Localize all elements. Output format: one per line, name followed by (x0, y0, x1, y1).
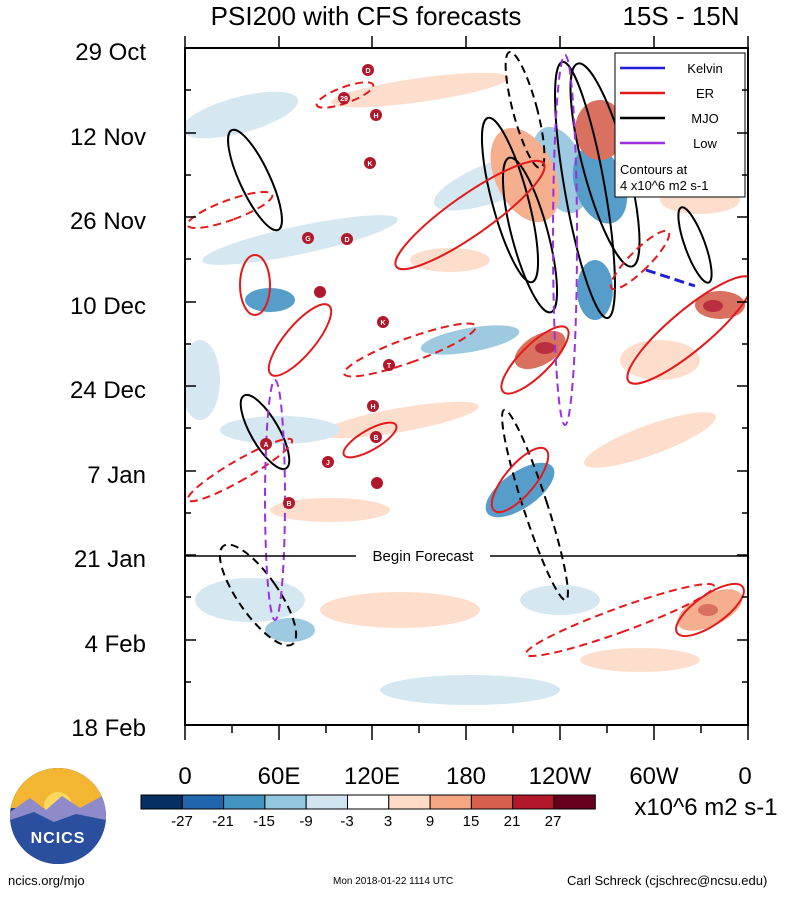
colorbar-label: 21 (504, 813, 521, 830)
storm-marker: H (367, 400, 379, 412)
y-tick-label: 29 Oct (75, 39, 146, 66)
y-tick-label: 7 Jan (87, 462, 146, 489)
x-ticks (184, 36, 749, 740)
legend-entry-low: Low (620, 136, 718, 151)
legend-entry-kelvin: Kelvin (620, 61, 723, 76)
colorbar-swatch (347, 794, 390, 810)
y-tick-label: 24 Dec (70, 377, 146, 404)
storm-marker: A (260, 438, 272, 450)
colorbar-label: -27 (171, 813, 193, 830)
colorbar-labels: -27 -21 -15 -9 -3 3 9 15 21 27 (171, 813, 561, 830)
svg-text:ER: ER (696, 86, 714, 101)
colorbar-label: -9 (299, 813, 312, 830)
colorbar-swatch (305, 794, 349, 810)
legend-note-2: 4 x10^6 m2 s-1 (620, 178, 708, 193)
x-tick-label: 180 (446, 763, 486, 790)
svg-text:K: K (380, 320, 385, 327)
svg-text:H: H (373, 113, 378, 120)
x-tick-label: 120E (344, 763, 400, 790)
colorbar-swatch (140, 794, 183, 810)
y-tick-label: 18 Feb (71, 715, 146, 742)
colorbar-label: -3 (340, 813, 353, 830)
storm-marker: G (302, 232, 314, 244)
svg-text:K: K (367, 161, 372, 168)
y-tick-label: 21 Jan (74, 546, 146, 573)
colorbar-swatch (553, 794, 596, 810)
y-tick-label: 4 Feb (85, 631, 146, 658)
colorbar-swatch (388, 794, 431, 810)
svg-text:A: A (263, 442, 268, 449)
svg-text:G: G (305, 236, 311, 243)
colorbar-label: 3 (384, 813, 392, 830)
x-tick-label: 0 (178, 763, 191, 790)
svg-text:D: D (344, 237, 349, 244)
storm-marker: J (322, 456, 334, 468)
storm-marker: 29 (338, 92, 350, 104)
y-tick-label: 10 Dec (70, 293, 146, 320)
svg-text:D: D (365, 68, 370, 75)
colorbar-label: 27 (545, 813, 562, 830)
colorbar-units: x10^6 m2 s-1 (634, 794, 777, 821)
storm-marker: K (377, 316, 389, 328)
x-tick-label: 0 (738, 763, 751, 790)
footer-url[interactable]: ncics.org/mjo (8, 873, 85, 888)
svg-text:Kelvin: Kelvin (687, 61, 722, 76)
storm-marker: D (341, 233, 353, 245)
svg-text:29: 29 (340, 96, 348, 103)
legend: Kelvin ER MJO Low Contours at 4 x10^6 m2… (614, 52, 746, 198)
svg-text:T: T (387, 363, 392, 370)
svg-text:J: J (326, 460, 330, 467)
storm-marker: B (370, 431, 382, 443)
colorbar-swatch (470, 794, 514, 810)
svg-text:B: B (286, 501, 291, 508)
colorbar-label: 9 (426, 813, 434, 830)
y-axis: 29 Oct 12 Nov 26 Nov 10 Dec 24 Dec 7 Jan… (70, 39, 146, 742)
colorbar-swatch (429, 794, 472, 810)
forecast-label: Begin Forecast (373, 548, 475, 565)
ncics-logo: NCICS (10, 768, 106, 864)
storm-marker: B (283, 497, 295, 509)
colorbar-swatch (264, 794, 307, 810)
footer-author: Carl Schreck (cjschrec@ncsu.edu) (567, 873, 768, 888)
svg-text:MJO: MJO (691, 111, 718, 126)
y-tick-label: 26 Nov (70, 208, 146, 235)
storm-marker: T (383, 359, 395, 371)
chart-title: PSI200 with CFS forecasts (211, 1, 522, 31)
colorbar (140, 794, 596, 810)
colorbar-swatch (181, 794, 225, 810)
y-tick-label: 12 Nov (70, 124, 146, 151)
forecast-label-bg (356, 547, 490, 565)
legend-note-1: Contours at (620, 162, 688, 177)
x-tick-label: 60E (258, 763, 301, 790)
svg-text:H: H (370, 404, 375, 411)
storm-marker: H (370, 109, 382, 121)
logo-text: NCICS (30, 830, 86, 847)
x-tick-label: 60W (629, 763, 679, 790)
storm-marker: K (364, 157, 376, 169)
footer-timestamp: Mon 2018-01-22 1114 UTC (333, 876, 454, 887)
colorbar-label: -15 (253, 813, 275, 830)
legend-entry-mjo: MJO (620, 111, 719, 126)
x-tick-label: 120W (529, 763, 592, 790)
storm-marker: D (362, 64, 374, 76)
svg-text:Low: Low (693, 136, 717, 151)
colorbar-label: -21 (212, 813, 234, 830)
colorbar-swatch (512, 794, 555, 810)
colorbar-label: 15 (463, 813, 480, 830)
legend-entry-er: ER (620, 86, 714, 101)
storm-markers: D 29 H K G D K T H B A J B (260, 64, 395, 509)
y-ticks (185, 47, 748, 683)
svg-text:B: B (373, 435, 378, 442)
x-axis: 0 60E 120E 180 120W 60W 0 (178, 763, 751, 790)
chart-region: 15S - 15N (622, 1, 739, 31)
colorbar-swatch (223, 794, 266, 810)
